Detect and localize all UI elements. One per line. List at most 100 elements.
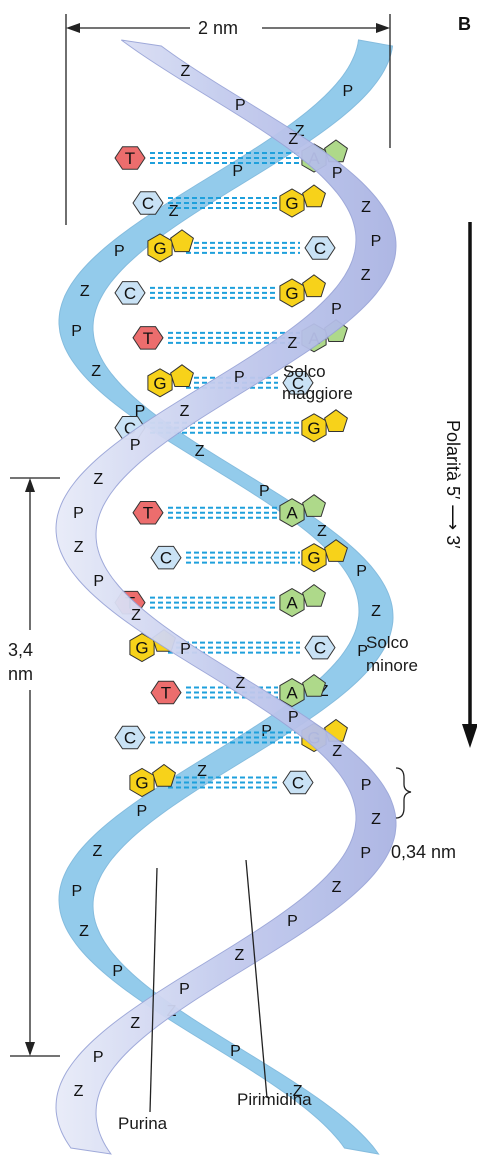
nucleobase-A: A (279, 494, 326, 528)
pyrimidine-ring (150, 545, 182, 570)
hydrogen-bonds (150, 286, 278, 299)
backbone-letter: P (288, 709, 299, 726)
polarity-arrow-head (462, 724, 477, 748)
nucleobase-G: G (279, 184, 326, 218)
backbone-letter: P (112, 963, 123, 980)
base-letter: C (292, 773, 304, 792)
purine-label: Purina (118, 1114, 168, 1133)
nucleobase-C: C (114, 725, 146, 750)
pyrimidine-ring (304, 635, 336, 660)
pyrimidine-ring (150, 680, 182, 705)
base-letter: C (142, 194, 154, 213)
hydrogen-bonds (150, 596, 278, 609)
backbone-letter: P (137, 803, 148, 820)
base-letter: G (153, 374, 166, 393)
nucleobase-C: C (282, 371, 314, 395)
purine-pentagon (302, 673, 326, 697)
backbone-letter: Z (169, 203, 179, 220)
nucleobase-G: G (147, 364, 194, 398)
nucleobase-T: T (114, 146, 146, 170)
base-letter: A (286, 504, 298, 523)
backbone-letter: Z (235, 675, 245, 692)
backbone-letter: Z (295, 123, 305, 140)
nucleobase-C: C (150, 545, 182, 570)
purine-pentagon (324, 539, 348, 562)
hydrogen-bonds (186, 551, 300, 564)
backbone-letter: Z (180, 403, 190, 420)
backbone-letter: Z (332, 879, 342, 896)
backbone-letter: P (93, 573, 104, 590)
pyrimidine-ring (282, 371, 314, 395)
hydrogen-bonds (186, 241, 300, 254)
purine-pentagon (302, 583, 326, 607)
backbone-letter: Z (181, 63, 191, 80)
major-groove-line1: Solco (283, 362, 326, 381)
base-letter: A (286, 684, 298, 703)
nucleobase-G: G (147, 229, 194, 263)
backbone-letter: P (371, 233, 382, 250)
major-groove-line2: maggiore (282, 384, 353, 403)
panel-letter: B (458, 14, 471, 34)
backbone-letter: Z (91, 363, 101, 380)
base-letter: T (161, 684, 171, 703)
backbone-letter: P (180, 641, 191, 658)
backbone-letter: Z (195, 443, 205, 460)
nucleobase-C: C (304, 236, 336, 260)
nucleobase-A: A (279, 673, 326, 708)
backbone-letter: Z (93, 471, 103, 488)
backbone-letter: P (259, 483, 270, 500)
nucleobase-C: C (132, 191, 164, 215)
pyrimidine-ring (114, 725, 146, 750)
backbone-letter: P (235, 97, 246, 114)
hydrogen-bonds (150, 152, 300, 164)
base-letter: C (314, 239, 326, 258)
purine-pentagon (302, 274, 326, 298)
backbone-letter: P (232, 163, 243, 180)
backbone-letter: P (332, 165, 343, 182)
backbone-letter: Z (319, 683, 329, 700)
backbone-letter: Z (293, 1083, 303, 1100)
nucleobase-G: G (129, 763, 176, 798)
backbone-letter: P (360, 845, 371, 862)
backbone-letter: P (357, 643, 368, 660)
purine-pentagon (324, 409, 348, 432)
backbone-letter: Z (74, 1083, 84, 1100)
rise-bracket (395, 767, 412, 819)
rise-label: 0,34 nm (391, 842, 457, 862)
purine-pentagon (170, 364, 194, 387)
backbone-letter: Z (92, 843, 102, 860)
base-letter: G (285, 194, 298, 213)
backbone-letter: P (261, 723, 272, 740)
pitch-label-line2: nm (8, 664, 34, 684)
nucleobase-C: C (304, 635, 336, 660)
base-letter: G (307, 549, 320, 568)
backbone-letter: Z (79, 923, 89, 940)
backbone-letter: Z (288, 131, 298, 148)
backbone-letter: P (234, 369, 245, 386)
hydrogen-bonds (168, 776, 278, 789)
backbone-letter: Z (80, 283, 90, 300)
backbone-letter: Z (288, 335, 298, 352)
backbone-letter: P (230, 1043, 241, 1060)
base-pairs: TACGGCCGTAGCCGTACGTAGCTACGGC (114, 139, 348, 798)
base-letter: G (135, 639, 148, 658)
hydrogen-bonds (168, 331, 300, 344)
pyrimidine-label: Pirimidina (237, 1090, 312, 1109)
base-letter: A (286, 594, 298, 613)
backbone-letter: P (331, 301, 342, 318)
purine-leader (149, 867, 158, 1113)
pyrimidine-leader (245, 859, 268, 1099)
backbone-letter: Z (130, 1015, 140, 1032)
backbone-letter: P (71, 323, 82, 340)
pyrimidine-ring (132, 501, 164, 525)
purine-pentagon (152, 763, 176, 787)
pyrimidine-ring (132, 326, 164, 350)
backbone-letter: Z (74, 539, 84, 556)
backbone-letter: Z (317, 523, 327, 540)
hydrogen-bonds (168, 641, 300, 654)
minor-groove-line2: minore (366, 656, 418, 675)
backbone-letter: P (73, 505, 84, 522)
